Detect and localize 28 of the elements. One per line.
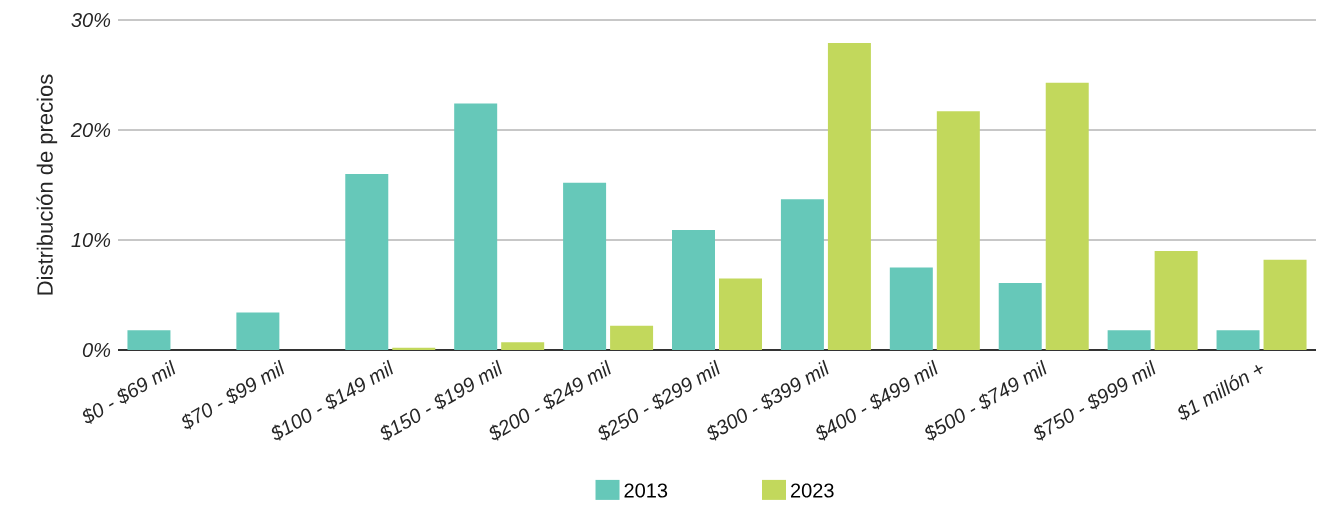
- y-tick-label: 30%: [71, 12, 111, 28]
- bar: [1107, 330, 1151, 351]
- x-tick-label: $0 - $69 mil: [82, 359, 176, 424]
- bar: [1154, 251, 1198, 351]
- bar: [127, 330, 171, 351]
- bar: [889, 267, 933, 351]
- bar: [1216, 330, 1260, 351]
- bar: [1045, 82, 1089, 351]
- legend-label: 2013: [624, 483, 668, 498]
- bar: [236, 312, 280, 351]
- bar: [392, 347, 436, 351]
- bar: [610, 325, 654, 351]
- legend-label: 2023: [791, 483, 834, 498]
- bar: [1263, 259, 1307, 351]
- y-tick-label: 0%: [82, 342, 111, 358]
- bar: [998, 282, 1042, 351]
- bar: [827, 43, 871, 351]
- bar: [501, 342, 545, 351]
- y-axis-title: Distribución de precios: [36, 74, 58, 295]
- bar: [719, 278, 763, 351]
- bar: [936, 111, 980, 351]
- bar: [345, 174, 389, 351]
- bar: [780, 199, 824, 351]
- bar: [454, 103, 498, 351]
- bar: [672, 230, 715, 351]
- bar: [563, 182, 607, 351]
- y-tick-label: 10%: [71, 232, 111, 248]
- y-tick-label: 20%: [70, 122, 111, 138]
